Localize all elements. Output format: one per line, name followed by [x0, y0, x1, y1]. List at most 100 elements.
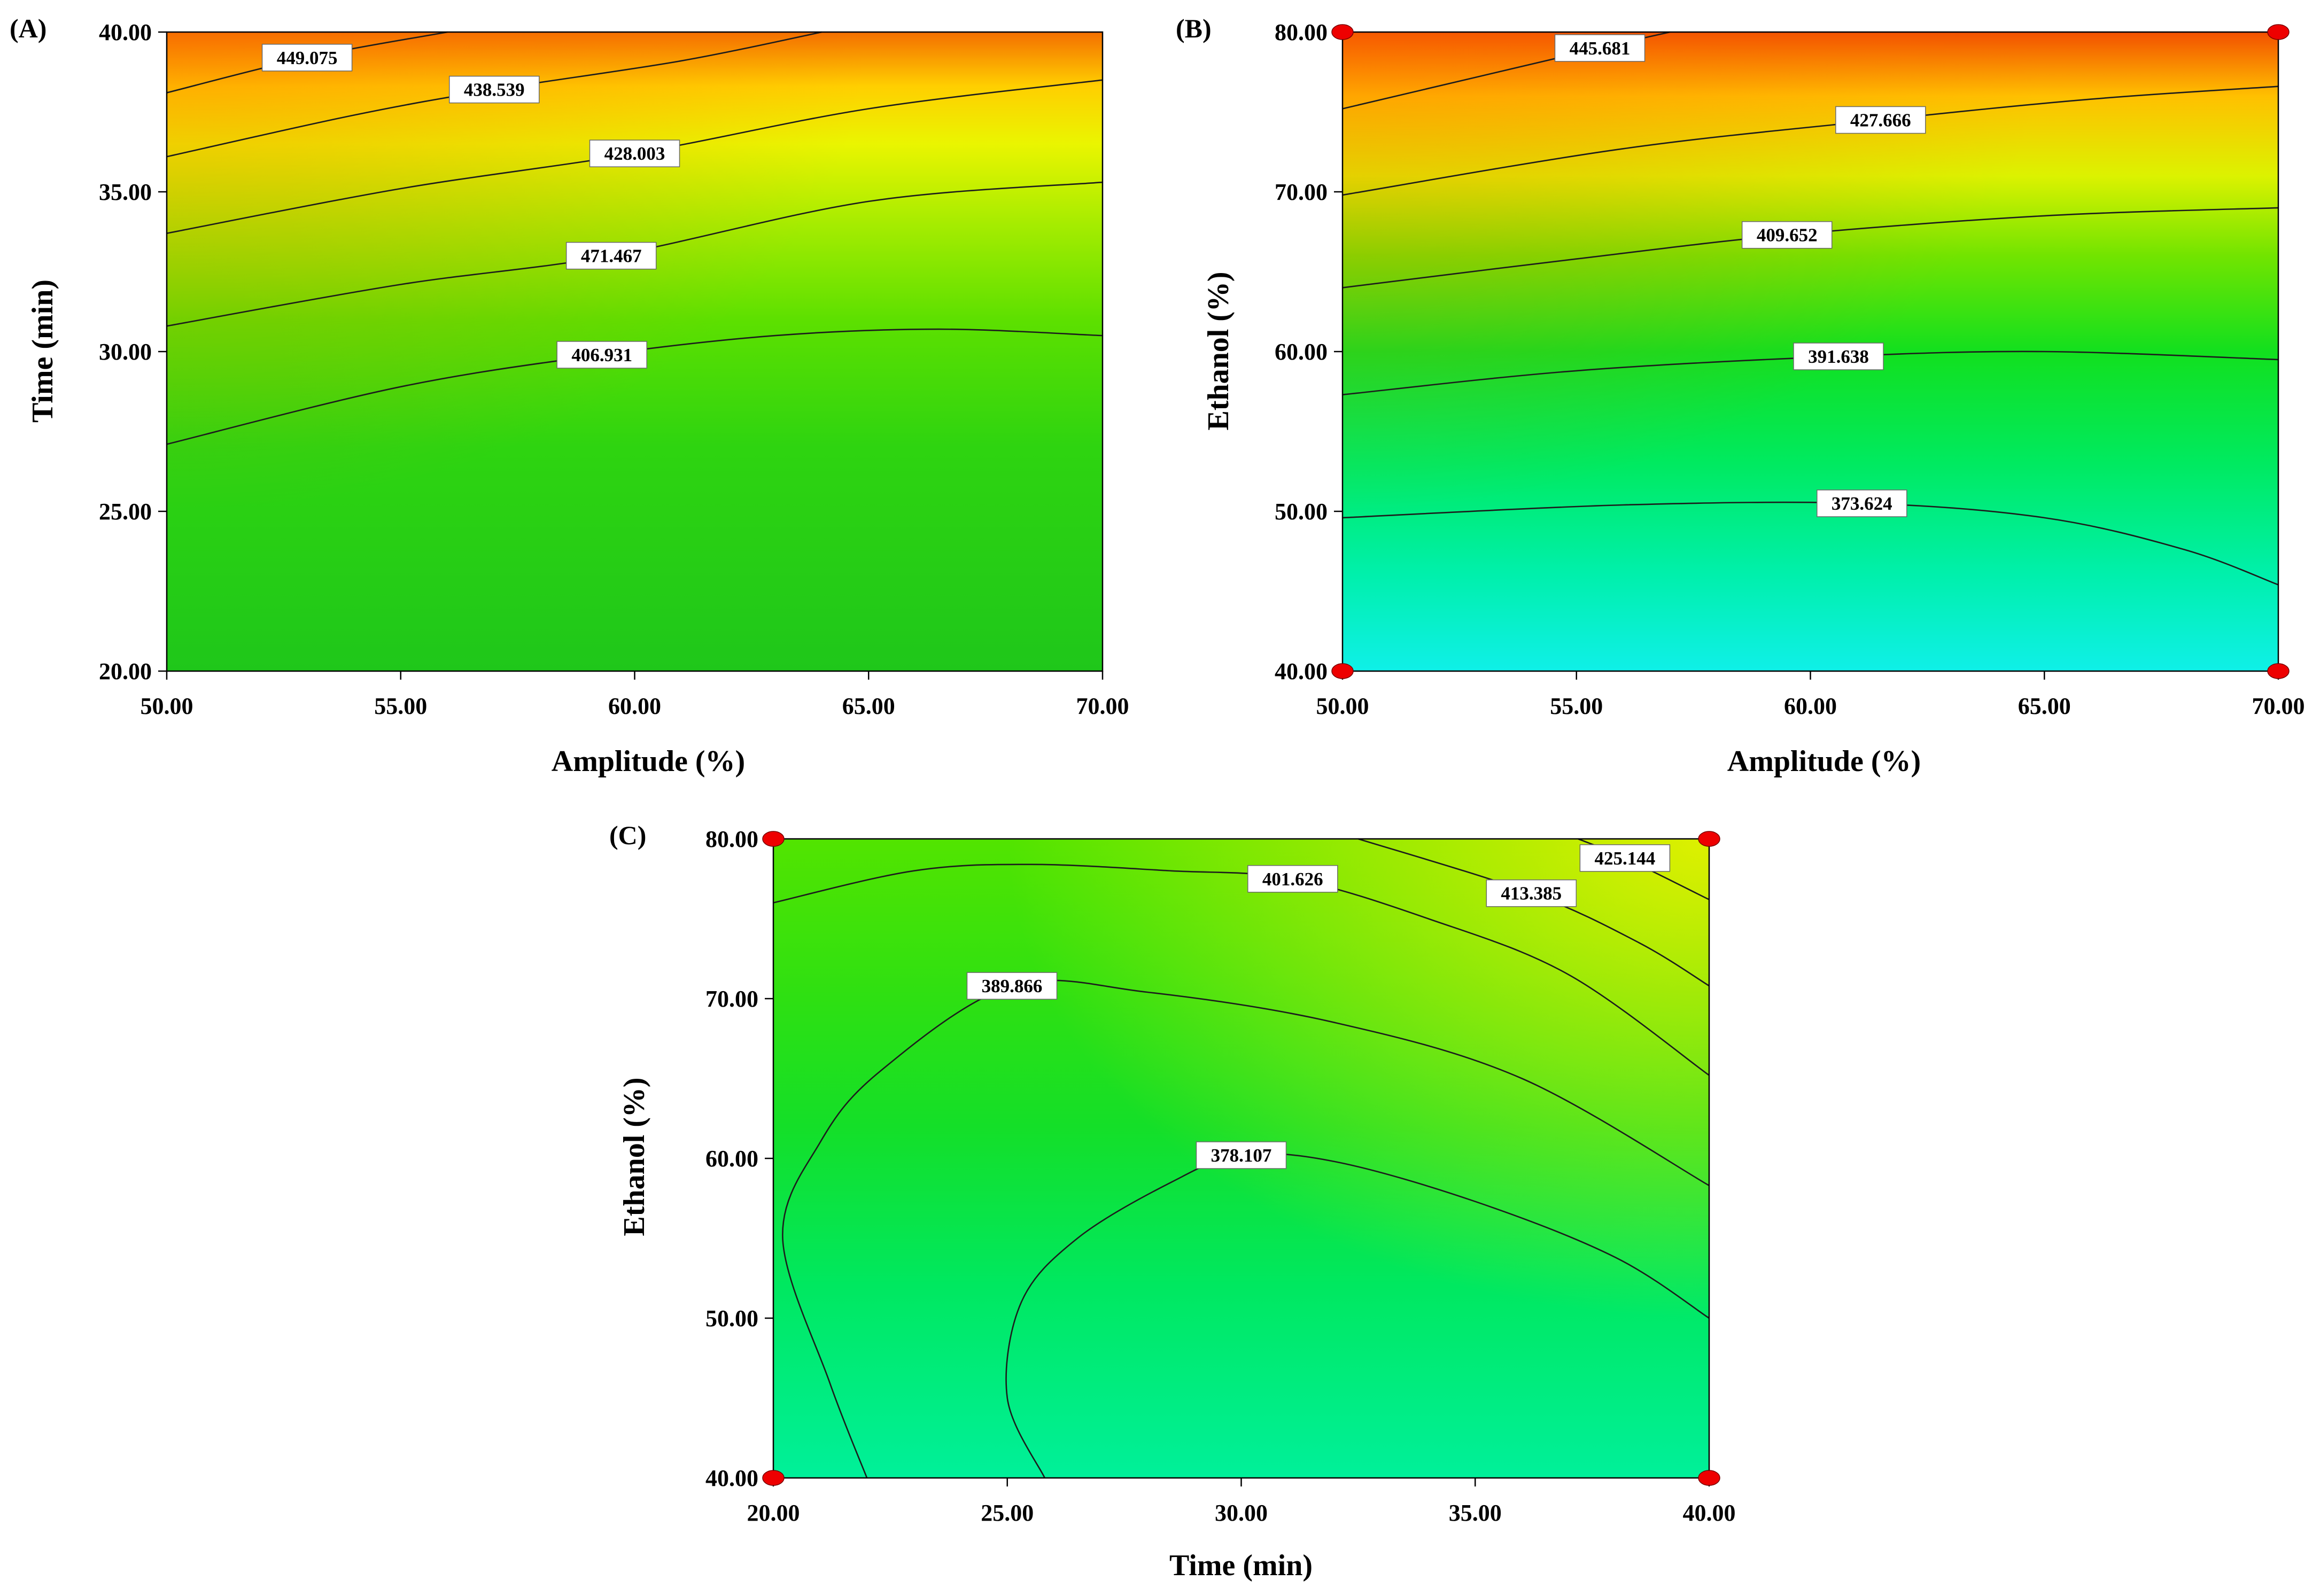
design-point: [2267, 663, 2290, 679]
design-points: [1331, 24, 2290, 679]
contour-label-text: 406.931: [571, 345, 632, 365]
contour-label: 401.626: [1247, 865, 1338, 893]
contour-label-text: 425.144: [1595, 848, 1656, 869]
y-tick-label: 25.00: [99, 499, 152, 525]
x-axis-label: Amplitude (%): [1727, 745, 1921, 778]
contour-label-box: [1741, 221, 1833, 249]
contour-label-text: 373.624: [1832, 493, 1892, 514]
axis-ticks: 50.00 55.00 60.00 65.00 70.00 20.00 25.00 30.00…: [99, 19, 1129, 719]
y-tick-label: 40.00: [705, 1465, 758, 1491]
contour-label-box: [1196, 1141, 1287, 1169]
contour-label-box: [1486, 879, 1577, 907]
contour-label-box: [449, 75, 540, 104]
contour-label: 449.075: [261, 44, 353, 72]
contour-label: 445.681: [1554, 34, 1646, 62]
panel-b: (B) 445.681427.666409.652391.638373.624 …: [1176, 13, 2305, 778]
contour-label-text: 391.638: [1808, 346, 1869, 367]
x-tick-label: 70.00: [2252, 693, 2305, 719]
y-tick-label: 40.00: [1275, 658, 1328, 684]
y-tick-label: 60.00: [705, 1146, 758, 1172]
design-point: [1698, 1470, 1720, 1486]
x-tick-label: 40.00: [1683, 1500, 1736, 1526]
contour-label: 438.539: [449, 75, 540, 104]
contour-label-text: 449.075: [277, 48, 338, 68]
contour-label-text: 445.681: [1570, 38, 1631, 59]
y-axis-label: Ethanol (%): [618, 1077, 651, 1236]
contour-label: 406.931: [556, 341, 647, 369]
x-axis-label: Time (min): [1169, 1549, 1313, 1582]
axis-ticks: 20.00 25.00 30.00 35.00 40.00 40.00 50.00 60.00…: [705, 826, 1736, 1526]
y-tick-label: 70.00: [1275, 179, 1328, 205]
y-axis-label: Ethanol (%): [1202, 271, 1235, 430]
contour-label-text: 413.385: [1501, 883, 1562, 904]
contour-label-box: [1579, 844, 1671, 872]
y-tick-label: 20.00: [99, 658, 152, 684]
contour-label-text: 428.003: [604, 143, 665, 164]
contour-label: 389.866: [966, 972, 1058, 1000]
y-tick-label: 80.00: [705, 826, 758, 852]
panel-label: (B): [1176, 13, 1212, 43]
contour-line: [1358, 838, 1710, 987]
contour-label-box: [261, 44, 353, 72]
contour-label-box: [589, 139, 680, 167]
contour-lines: 445.681 427.666 409.652 391.638 373.624: [1342, 31, 2279, 586]
contour-label: 471.467: [565, 242, 657, 270]
design-point: [2267, 24, 2290, 40]
contour-label: 409.652: [1741, 221, 1833, 249]
x-tick-label: 30.00: [1215, 1500, 1268, 1526]
contour-label: 378.107: [1196, 1141, 1287, 1169]
contour-line: [773, 863, 1710, 1076]
y-tick-label: 35.00: [99, 179, 152, 205]
contour-label: 391.638: [1793, 342, 1884, 370]
contour-label: 428.003: [589, 139, 680, 167]
design-point: [1331, 663, 1354, 679]
x-tick-label: 65.00: [842, 693, 895, 719]
y-tick-label: 40.00: [99, 19, 152, 45]
x-tick-label: 20.00: [747, 1500, 800, 1526]
x-tick-label: 55.00: [1550, 693, 1603, 719]
y-tick-label: 50.00: [1275, 499, 1328, 525]
y-tick-label: 30.00: [99, 339, 152, 365]
contour-label: 373.624: [1817, 489, 1907, 517]
contour-label: 425.144: [1579, 844, 1671, 872]
contour-line: [166, 328, 1103, 445]
y-tick-label: 50.00: [705, 1305, 758, 1332]
y-tick-label: 80.00: [1275, 19, 1328, 45]
x-tick-label: 55.00: [374, 693, 427, 719]
contour-label-text: 471.467: [581, 246, 642, 267]
x-tick-label: 60.00: [1784, 693, 1837, 719]
x-tick-label: 25.00: [981, 1500, 1034, 1526]
y-tick-label: 60.00: [1275, 339, 1328, 365]
axis-ticks: 50.00 55.00 60.00 65.00 70.00 40.00 50.00 60.00…: [1275, 19, 2305, 719]
design-point: [762, 1470, 785, 1486]
design-point: [762, 831, 785, 847]
contour-label-box: [1554, 34, 1646, 62]
contour-label-text: 438.539: [464, 80, 525, 100]
y-axis-label: Time (min): [26, 279, 59, 423]
design-points: [762, 831, 1720, 1486]
contour-label-text: 409.652: [1757, 225, 1818, 246]
contour-label-box: [966, 972, 1058, 1000]
contour-label-box: [556, 341, 647, 369]
panel-c: (C) 425.144413.385401.626389.866378.107 …: [609, 820, 1736, 1582]
contour-label: 413.385: [1486, 879, 1577, 907]
x-tick-label: 70.00: [1076, 693, 1129, 719]
design-point: [1698, 831, 1720, 847]
x-tick-label: 35.00: [1449, 1500, 1502, 1526]
x-axis-label: Amplitude (%): [552, 745, 745, 778]
contour-label-text: 427.666: [1850, 110, 1911, 131]
contour-label-box: [1793, 342, 1884, 370]
contour-label-text: 389.866: [982, 976, 1043, 996]
panel-label: (C): [609, 820, 646, 850]
x-tick-label: 50.00: [1316, 693, 1369, 719]
contour-label-text: 378.107: [1211, 1145, 1272, 1166]
contour-lines: 449.075 438.539 428.003 471.467 406.931: [166, 31, 1103, 445]
panel-a: (A) 449.075438.539428.003471.467406.931 …: [10, 13, 1129, 778]
panel-label: (A): [10, 13, 46, 43]
contour-lines: 425.144 413.385 401.626 389.866 378.107: [773, 838, 1710, 1478]
contour-label-box: [565, 242, 657, 270]
contour-label: 427.666: [1835, 106, 1926, 134]
x-tick-label: 60.00: [608, 693, 661, 719]
contour-label-text: 401.626: [1262, 869, 1323, 890]
